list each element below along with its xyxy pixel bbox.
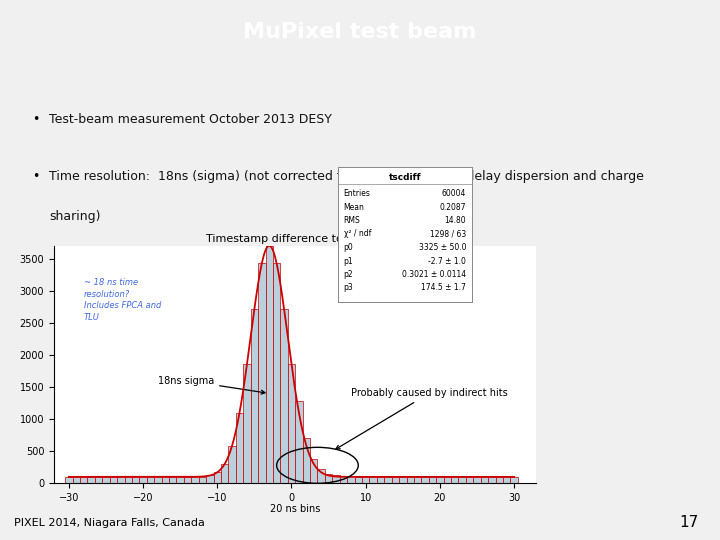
Bar xyxy=(228,446,236,483)
Bar xyxy=(80,477,87,483)
Text: 3325 ± 50.0: 3325 ± 50.0 xyxy=(419,243,467,252)
Text: tscdiff: tscdiff xyxy=(389,173,421,182)
Bar xyxy=(369,477,377,483)
Text: -2.7 ± 1.0: -2.7 ± 1.0 xyxy=(428,256,467,266)
Bar xyxy=(169,477,176,483)
Bar xyxy=(176,477,184,483)
Bar xyxy=(302,438,310,483)
Title: Timestamp difference to trigger: Timestamp difference to trigger xyxy=(206,233,384,244)
Bar xyxy=(399,477,407,483)
Bar xyxy=(125,477,132,483)
Text: •: • xyxy=(32,170,40,183)
Bar xyxy=(495,477,503,483)
Bar xyxy=(214,472,221,483)
Bar xyxy=(414,477,421,483)
Text: 18ns sigma: 18ns sigma xyxy=(158,375,265,394)
Bar xyxy=(251,309,258,483)
Text: 0.2087: 0.2087 xyxy=(440,202,467,212)
Bar xyxy=(310,459,318,483)
Bar xyxy=(377,477,384,483)
Text: RMS: RMS xyxy=(343,216,361,225)
Text: Entries: Entries xyxy=(343,189,371,198)
Text: p0: p0 xyxy=(343,243,354,252)
Bar xyxy=(459,477,466,483)
Bar xyxy=(503,477,510,483)
Bar xyxy=(384,477,392,483)
Text: 1298 / 63: 1298 / 63 xyxy=(430,230,467,239)
Bar xyxy=(451,477,459,483)
Text: p1: p1 xyxy=(343,256,354,266)
X-axis label: 20 ns bins: 20 ns bins xyxy=(270,504,320,515)
Bar xyxy=(295,401,302,483)
Bar xyxy=(333,475,340,483)
Bar xyxy=(132,477,140,483)
Bar xyxy=(318,469,325,483)
Bar xyxy=(436,477,444,483)
Text: p2: p2 xyxy=(343,270,354,279)
Text: Test-beam measurement October 2013 DESY: Test-beam measurement October 2013 DESY xyxy=(49,113,332,126)
Bar xyxy=(429,477,436,483)
Bar xyxy=(488,477,495,483)
Bar xyxy=(95,477,102,483)
Bar xyxy=(421,477,429,483)
Bar xyxy=(288,364,295,483)
Bar xyxy=(466,477,473,483)
Text: PIXEL 2014, Niagara Falls, Canada: PIXEL 2014, Niagara Falls, Canada xyxy=(14,518,205,528)
Text: sharing): sharing) xyxy=(49,210,101,222)
Bar xyxy=(347,476,354,483)
Text: χ² / ndf: χ² / ndf xyxy=(343,230,371,239)
Text: Probably caused by indirect hits: Probably caused by indirect hits xyxy=(336,388,508,449)
Bar xyxy=(206,476,214,483)
Bar xyxy=(362,477,369,483)
Bar xyxy=(184,477,192,483)
Bar xyxy=(510,477,518,483)
Bar xyxy=(354,477,362,483)
Text: MuPixel test beam: MuPixel test beam xyxy=(243,22,477,42)
Bar xyxy=(154,477,161,483)
Bar xyxy=(236,413,243,483)
Bar xyxy=(266,246,273,483)
Bar xyxy=(192,477,199,483)
Bar xyxy=(147,477,154,483)
Bar xyxy=(221,464,228,483)
Bar xyxy=(243,364,251,483)
Bar xyxy=(102,477,109,483)
Bar xyxy=(117,477,125,483)
Text: 17: 17 xyxy=(679,516,698,530)
Bar xyxy=(161,477,169,483)
Bar xyxy=(444,477,451,483)
Bar xyxy=(140,477,147,483)
Text: 60004: 60004 xyxy=(442,189,467,198)
Text: 0.3021 ± 0.0114: 0.3021 ± 0.0114 xyxy=(402,270,467,279)
Bar xyxy=(87,477,95,483)
Bar xyxy=(280,309,288,483)
Bar xyxy=(65,477,73,483)
Text: 14.80: 14.80 xyxy=(445,216,467,225)
Text: ~ 18 ns time
resolution?
Includes FPCA and
TLU: ~ 18 ns time resolution? Includes FPCA a… xyxy=(84,278,161,322)
Bar xyxy=(109,477,117,483)
Bar xyxy=(407,477,414,483)
Bar xyxy=(473,477,481,483)
Text: 174.5 ± 1.7: 174.5 ± 1.7 xyxy=(421,284,467,293)
Bar xyxy=(481,477,488,483)
Text: •: • xyxy=(32,113,40,126)
Bar xyxy=(325,474,333,483)
Text: Time resolution:  18ns (sigma) (not corrected for the pixel to pixel delay dispe: Time resolution: 18ns (sigma) (not corre… xyxy=(49,170,644,183)
Bar xyxy=(392,477,399,483)
Bar xyxy=(199,476,206,483)
Text: p3: p3 xyxy=(343,284,354,293)
Bar xyxy=(258,264,266,483)
Bar xyxy=(73,477,80,483)
Bar xyxy=(340,476,347,483)
Bar xyxy=(273,264,280,483)
Text: Mean: Mean xyxy=(343,202,364,212)
